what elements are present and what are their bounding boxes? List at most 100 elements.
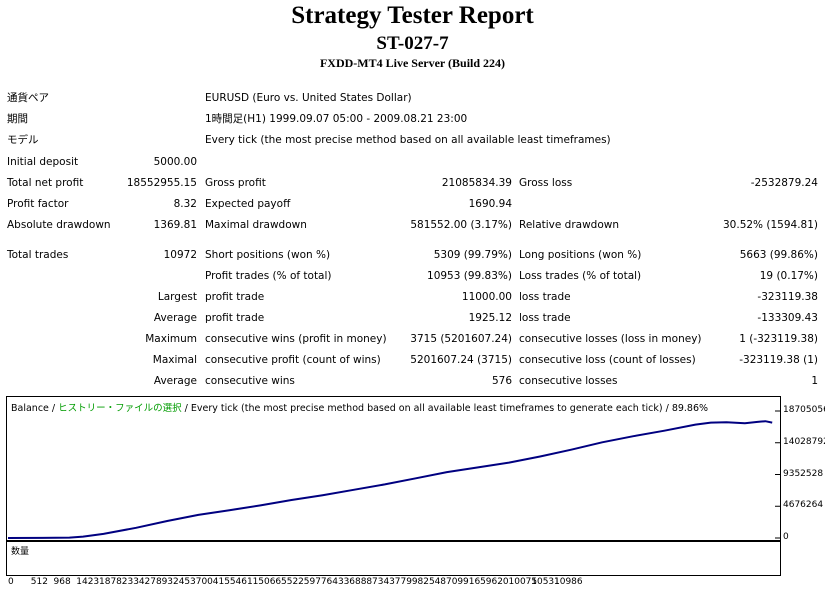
- long-positions-value: 5663 (99.86%): [739, 249, 818, 261]
- gross-profit-value: 21085834.39: [441, 177, 512, 189]
- legend-sep-1: /: [48, 403, 59, 414]
- x-tick-label-0: 0: [8, 577, 14, 587]
- report-title: Strategy Tester Report: [291, 2, 534, 29]
- x-tick-label-9: 4155: [212, 577, 236, 587]
- x-tick-label-20: 9165: [463, 577, 486, 587]
- initial-deposit-label: Initial deposit: [7, 156, 79, 168]
- total-trades-label: Total trades: [7, 249, 69, 261]
- x-tick-label-11: 5066: [258, 577, 282, 587]
- largest-profit-value: 11000.00: [461, 291, 512, 303]
- short-positions-label: Short positions (won %): [205, 249, 331, 261]
- period-label: 期間: [7, 113, 28, 125]
- long-positions-label: Long positions (won %): [519, 249, 642, 261]
- legend-balance: Balance: [11, 403, 49, 414]
- y-tick-label-2: 9352528: [783, 468, 824, 479]
- period-value: 1時間足(H1) 1999.09.07 05:00 - 2009.08.21 2…: [205, 113, 468, 125]
- total-trades-value: 10972: [163, 249, 197, 261]
- legend-sep-2: /: [181, 403, 191, 414]
- expected-payoff-label: Expected payoff: [205, 198, 291, 210]
- gross-loss-label: Gross loss: [519, 177, 573, 189]
- expected-payoff-value: 1690.94: [468, 198, 512, 210]
- maximal-cons-loss-label: consecutive loss (count of losses): [519, 354, 696, 366]
- chart-legend: Balance / ヒストリー・ファイルの選択 / Every tick (th…: [11, 400, 708, 414]
- x-tick-label-6: 2789: [144, 577, 168, 587]
- average-loss-label: loss trade: [519, 312, 571, 324]
- average-profit-label: profit trade: [205, 312, 265, 324]
- legend-model: Every tick (the most precise method base…: [190, 403, 709, 414]
- profit-trades-value: 10953 (99.83%): [427, 270, 512, 282]
- y-tick-label-1: 4676264: [783, 500, 824, 511]
- x-tick-label-14: 6433: [326, 577, 350, 587]
- x-tick-label-16: 7343: [372, 577, 395, 587]
- avg-cons-wins-value: 576: [491, 375, 512, 387]
- maximal-cons-profit-label: consecutive profit (count of wins): [205, 354, 381, 366]
- balance-chart: Balance / ヒストリー・ファイルの選択 / Every tick (th…: [6, 396, 781, 541]
- average-profit-value: 1925.12: [468, 312, 512, 324]
- relative-drawdown-label: Relative drawdown: [519, 219, 620, 231]
- x-tick-label-21: 9620: [485, 577, 509, 587]
- symbol-label: 通貨ペア: [7, 92, 49, 104]
- avg-cons-losses-label: consecutive losses: [519, 375, 618, 387]
- max-cons-wins-label: consecutive wins (profit in money): [205, 333, 387, 345]
- max-cons-losses-label: consecutive losses (loss in money): [519, 333, 702, 345]
- volume-pane: 数量: [6, 541, 781, 576]
- avg-cons-losses-value: 1: [811, 375, 818, 387]
- x-tick-label-5: 2334: [121, 577, 145, 587]
- max-cons-wins-value: 3715 (5201607.24): [410, 333, 512, 345]
- gross-profit-label: Gross profit: [205, 177, 266, 189]
- short-positions-value: 5309 (99.79%): [433, 249, 512, 261]
- avg-cons-wins-label: consecutive wins: [205, 375, 295, 387]
- average-loss-value: -133309.43: [757, 312, 818, 324]
- loss-trades-value: 19 (0.17%): [759, 270, 818, 282]
- x-axis-labels: 0 512 968 1423 1878 2334 2789 3245 3700 4155 4611 5…: [0, 577, 825, 590]
- max-cons-losses-value: 1 (-323119.38): [739, 333, 818, 345]
- x-tick-label-24: 10986: [554, 577, 583, 587]
- balance-line-0: [7, 420, 773, 539]
- largest-loss-value: -323119.38: [757, 291, 818, 303]
- maximal-cons-loss-value: -323119.38 (1): [739, 354, 818, 366]
- maximal-label: Maximal: [152, 354, 197, 366]
- y-tick-label-0: 0: [783, 532, 789, 542]
- y-tick-label-3: 14028792: [783, 436, 825, 447]
- profit-trades-label: Profit trades (% of total): [205, 270, 332, 282]
- initial-deposit-value: 5000.00: [153, 156, 197, 168]
- x-tick-label-22: 10075: [508, 577, 538, 587]
- symbol-value: EURUSD (Euro vs. United States Dollar): [205, 92, 412, 104]
- x-tick-label-23: 10531: [531, 577, 560, 587]
- profit-factor-value: 8.32: [173, 198, 197, 210]
- x-tick-label-7: 3245: [167, 577, 191, 587]
- loss-trades-label: Loss trades (% of total): [519, 270, 642, 282]
- maximal-drawdown-value: 581552.00 (3.17%): [410, 219, 512, 231]
- largest-profit-label: profit trade: [205, 291, 265, 303]
- server-name: FXDD-MT4 Live Server (Build 224): [319, 56, 506, 70]
- absolute-drawdown-value: 1369.81: [153, 219, 197, 231]
- x-tick-label-19: 8709: [440, 577, 464, 587]
- maximum-label: Maximum: [145, 333, 197, 345]
- largest-loss-label: loss trade: [519, 291, 571, 303]
- average-label: Average: [153, 312, 197, 324]
- gross-loss-value: -2532879.24: [750, 177, 818, 189]
- volume-label: 数量: [11, 547, 30, 557]
- avg-cons-label: Average: [153, 375, 197, 387]
- x-tick-label-15: 6888: [349, 577, 373, 587]
- maximal-drawdown-label: Maximal drawdown: [205, 219, 307, 231]
- profit-factor-label: Profit factor: [7, 198, 69, 210]
- x-tick-label-1: 512: [30, 577, 48, 587]
- model-label: モデル: [7, 134, 39, 146]
- maximal-cons-profit-value: 5201607.24 (3715): [410, 354, 512, 366]
- x-tick-label-4: 1878: [99, 577, 122, 587]
- absolute-drawdown-label: Absolute drawdown: [7, 219, 111, 231]
- total-net-profit-value: 18552955.15: [126, 177, 197, 189]
- model-value: Every tick (the most precise method base…: [205, 134, 611, 146]
- y-tick-label-4: 18705056: [783, 405, 825, 415]
- x-tick-label-2: 968: [53, 577, 71, 587]
- x-tick-label-17: 7799: [394, 577, 418, 587]
- legend-history-file: ヒストリー・ファイルの選択: [58, 403, 182, 414]
- x-tick-label-12: 5522: [281, 577, 304, 587]
- expert-name: ST-027-7: [376, 33, 449, 54]
- x-tick-label-3: 1423: [76, 577, 100, 587]
- x-tick-label-8: 3700: [190, 577, 213, 587]
- balance-chart-svg: [7, 410, 780, 539]
- x-tick-label-13: 5977: [303, 577, 327, 587]
- x-tick-label-18: 8254: [417, 577, 441, 587]
